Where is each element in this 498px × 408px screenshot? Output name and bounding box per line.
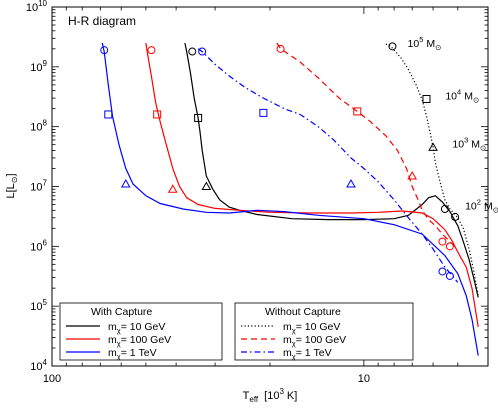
legend-label: mχ= 100 GeV [283, 334, 346, 348]
legend-label: mχ= 1 TeV [108, 347, 157, 361]
triangle-marker [167, 184, 178, 193]
square-marker [194, 113, 203, 122]
series-line-2 [101, 42, 479, 356]
mass-annotations: 105 M⊙ 104 M⊙ 103 M⊙ 102 M⊙ [408, 35, 498, 215]
y-tick-label: 105 [30, 298, 47, 313]
legend-title: With Capture [91, 306, 152, 318]
series-line-4 [276, 42, 459, 250]
x-axis-label-rest: [10 [264, 390, 279, 402]
circle-marker [188, 47, 197, 56]
y-tick-label: 108 [30, 119, 47, 134]
square-marker [353, 107, 362, 116]
triangle-marker [120, 179, 131, 188]
series-line-1 [145, 42, 479, 327]
triangle-marker [407, 170, 418, 180]
svg-text:L[L⊙]: L[L⊙] [5, 173, 19, 198]
circle-marker [445, 271, 454, 280]
triangle-marker [428, 142, 438, 151]
x-axis-label-main: T [243, 390, 250, 402]
circle-marker [445, 242, 454, 251]
circle-marker [438, 267, 447, 276]
circle-marker [440, 205, 449, 214]
mass-label: 103 M⊙ [452, 136, 486, 153]
triangle-marker [201, 181, 212, 190]
legend-label: mχ= 1 TeV [283, 347, 332, 361]
x-tick-label: 100 [43, 373, 61, 385]
legend-box [59, 302, 223, 361]
y-axis-label-main: L[L [5, 183, 17, 198]
series-line-3 [385, 43, 479, 296]
y-axis-label-sub: ⊙ [10, 177, 19, 184]
circle-marker [198, 47, 207, 56]
circle-marker [438, 237, 447, 246]
x-tick-label: 10 [358, 373, 370, 385]
x-axis-label-sub: eff [249, 395, 259, 404]
y-tick-label: 109 [30, 59, 47, 74]
circle-marker [147, 46, 156, 55]
legend-label: mχ= 10 GeV [108, 321, 165, 335]
circle-marker [100, 46, 109, 55]
y-axis-label: L[L⊙] [5, 173, 19, 198]
square-marker [153, 110, 162, 119]
series-layer [101, 42, 479, 356]
y-tick-label: 104 [30, 358, 47, 373]
series-line-5 [197, 48, 459, 283]
series-line-0 [184, 42, 479, 298]
square-marker [259, 108, 268, 117]
marker-layer [100, 42, 460, 280]
circle-marker [451, 212, 460, 221]
x-axis-label-exp: 3 [279, 387, 284, 396]
x-axis-label: Teff [103 K] [243, 387, 298, 404]
circle-marker [388, 42, 397, 51]
mass-label: 102 M⊙ [465, 198, 498, 215]
mass-label: 104 M⊙ [445, 87, 479, 104]
plot-frame [51, 6, 489, 367]
mass-label: 105 M⊙ [408, 35, 442, 52]
chart-title: H-R diagram [68, 14, 136, 28]
x-axis-label-close: K] [287, 390, 297, 402]
legend-title: Without Capture [265, 306, 341, 318]
triangle-marker [346, 179, 356, 188]
y-axis-label-close: ] [5, 173, 17, 176]
square-marker [104, 110, 113, 119]
circle-marker [276, 44, 285, 53]
y-tick-label: 107 [30, 179, 47, 194]
y-tick-label: 1010 [26, 0, 48, 14]
legend-label: mχ= 100 GeV [108, 334, 171, 348]
legend-box [234, 302, 414, 361]
square-marker [422, 94, 431, 103]
legend-label: mχ= 10 GeV [283, 321, 340, 335]
axis-ticks: 100 10 104 105 106 107 108 109 1010 [26, 0, 489, 385]
y-tick-label: 106 [30, 238, 47, 253]
